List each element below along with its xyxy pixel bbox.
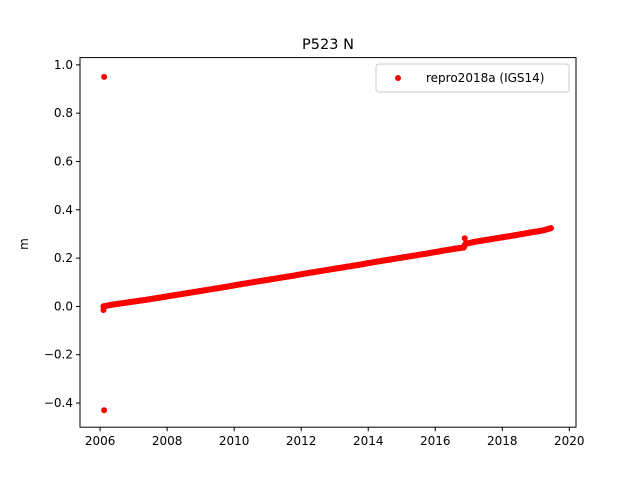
data-point <box>499 234 506 241</box>
data-point <box>331 265 338 272</box>
data-point <box>318 267 325 274</box>
data-point <box>264 276 271 283</box>
x-tick-label: 2008 <box>152 434 183 448</box>
data-point <box>452 245 459 252</box>
data-point <box>237 281 244 288</box>
data-point <box>526 229 533 236</box>
y-axis: −0.4 −0.2 0.0 0.2 0.4 0.6 0.8 1.0 <box>44 58 80 410</box>
x-tick-label: 2006 <box>85 434 116 448</box>
data-point <box>547 225 554 232</box>
data-point <box>184 290 191 297</box>
data-point <box>278 274 285 281</box>
x-tick-label: 2014 <box>353 434 384 448</box>
outlier-point <box>461 235 468 242</box>
data-point <box>130 298 137 305</box>
y-tick-label: −0.2 <box>44 348 73 362</box>
y-tick-label: 0.2 <box>54 251 73 265</box>
data-point <box>358 261 365 268</box>
y-tick-label: 0.4 <box>54 203 73 217</box>
data-point <box>117 300 124 307</box>
legend-marker <box>395 75 401 81</box>
x-axis: 2006 2008 2010 2012 2014 2016 2018 2020 <box>85 427 585 448</box>
y-tick-label: 1.0 <box>54 58 73 72</box>
outlier-point <box>101 73 108 80</box>
y-tick-label: 0.6 <box>54 154 73 168</box>
data-points <box>100 73 554 414</box>
data-point <box>304 270 311 277</box>
data-point <box>472 238 479 245</box>
data-point <box>371 258 378 265</box>
data-point <box>398 254 405 261</box>
y-axis-label: m <box>17 238 31 250</box>
x-tick-label: 2018 <box>487 434 518 448</box>
x-tick-label: 2016 <box>420 434 451 448</box>
data-point <box>539 227 546 234</box>
outlier-point <box>100 307 107 314</box>
data-point <box>251 279 258 286</box>
legend-label: repro2018a (IGS14) <box>426 71 544 85</box>
data-point <box>425 250 432 257</box>
outlier-point <box>101 407 108 414</box>
data-point <box>438 247 445 254</box>
data-point <box>197 287 204 294</box>
plot-frame <box>79 57 577 428</box>
legend-box <box>375 63 570 93</box>
data-point <box>170 292 177 299</box>
x-tick-label: 2010 <box>219 434 250 448</box>
y-tick-label: 0.8 <box>54 106 73 120</box>
data-point <box>224 283 231 290</box>
y-tick-label: −0.4 <box>44 396 73 410</box>
data-point <box>211 285 218 292</box>
data-point <box>345 263 352 270</box>
x-tick-label: 2012 <box>286 434 317 448</box>
legend: repro2018a (IGS14) <box>375 63 570 93</box>
chart-title: P523 N <box>302 37 354 53</box>
x-tick-label: 2020 <box>554 434 585 448</box>
data-point <box>291 272 298 279</box>
data-point <box>385 256 392 263</box>
data-point <box>144 296 151 303</box>
data-point <box>107 301 114 308</box>
data-point <box>462 240 469 247</box>
data-point <box>485 236 492 243</box>
data-point <box>412 252 419 259</box>
y-tick-label: 0.0 <box>54 299 73 313</box>
data-point <box>512 232 519 239</box>
data-point <box>157 294 164 301</box>
